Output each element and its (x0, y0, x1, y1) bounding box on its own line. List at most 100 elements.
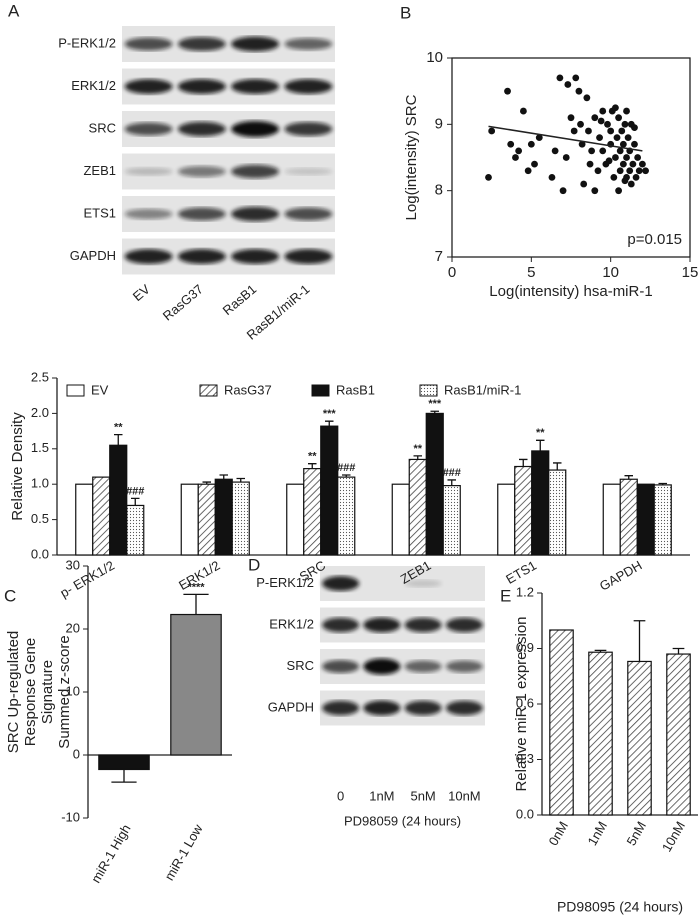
blot-band (322, 660, 360, 673)
point (616, 147, 624, 155)
plot-frame (451, 57, 691, 258)
point (556, 74, 564, 82)
blot-row-label: SRC (287, 658, 314, 673)
error-bar (519, 458, 528, 467)
point (635, 167, 643, 175)
point (570, 127, 578, 135)
point (562, 154, 570, 161)
blot-band (284, 38, 333, 50)
bar (303, 468, 322, 556)
blot-band (284, 207, 333, 221)
lane-label: 0 (337, 788, 344, 803)
blot-band (124, 167, 173, 176)
error-bar (447, 479, 456, 486)
blot-band (231, 79, 280, 94)
error-bar (342, 474, 351, 478)
y-tick-label: 30 (66, 557, 80, 572)
point (619, 160, 627, 168)
legend-label: EV (91, 382, 109, 397)
point (607, 127, 615, 135)
point (597, 117, 605, 125)
error-bar (183, 593, 209, 615)
blot-band (445, 617, 483, 633)
bar (391, 483, 410, 556)
point (591, 187, 599, 195)
blot-band (177, 249, 226, 264)
error-bar (658, 482, 667, 485)
point (618, 127, 626, 135)
point (588, 147, 596, 155)
y-tick-label: 0 (73, 746, 80, 761)
error-bar (672, 647, 685, 655)
y-tick-label: 10 (66, 683, 80, 698)
error-bar (553, 462, 562, 471)
y-axis-label: SRC Up-regulated (5, 631, 22, 754)
blot-row-label: ERK1/2 (269, 616, 314, 631)
error-bar (114, 433, 123, 446)
error-bar (202, 481, 211, 485)
y-tick-label: 1.5 (31, 440, 49, 455)
error-bar (219, 474, 228, 480)
point (619, 140, 627, 148)
point (577, 120, 584, 128)
x-tick-label: 0 (448, 264, 456, 281)
bar (98, 754, 150, 771)
bar (514, 465, 533, 556)
bar (627, 660, 652, 816)
point (591, 114, 599, 122)
bar (531, 450, 550, 556)
point (551, 147, 559, 155)
x-axis-label: Log(intensity) hsa-miR-1 (489, 283, 652, 300)
blot-row-label: SRC (89, 120, 116, 135)
blot-band (363, 658, 401, 675)
bar (425, 412, 444, 556)
blot-band (404, 660, 442, 673)
lane-label: 1nM (369, 788, 394, 803)
point (623, 154, 630, 161)
point (627, 180, 635, 188)
bar (92, 476, 111, 556)
blot-band (177, 121, 226, 137)
y-tick-label: -10 (61, 809, 80, 824)
y-axis-label: Relative miR-1 expression (513, 616, 530, 791)
point (488, 127, 496, 135)
point (527, 140, 535, 148)
x-tick-label: 0nM (545, 819, 571, 848)
significance: *** (323, 408, 337, 420)
y-axis-label: Relative Density (9, 412, 26, 521)
legend-swatch (199, 384, 218, 397)
x-tick-label: GAPDH (597, 558, 645, 594)
y-tick-label: 2.5 (31, 369, 49, 384)
point (559, 187, 567, 195)
blot-band (124, 79, 173, 94)
blot-band (404, 617, 442, 633)
error-bar (131, 497, 140, 506)
y-tick-label: 0.0 (516, 806, 534, 821)
blot-row-label: GAPDH (268, 699, 314, 714)
blot-row-label: P-ERK1/2 (58, 35, 116, 50)
y-tick-label: 20 (66, 620, 80, 635)
point (564, 81, 572, 88)
blot-band (231, 164, 280, 179)
blot-band (231, 36, 280, 52)
blot-band (124, 249, 173, 264)
point (567, 114, 575, 122)
blot-row-label: ZEB1 (83, 163, 116, 178)
bar (320, 425, 339, 556)
y-tick-label: 0.9 (516, 640, 534, 655)
bar (588, 651, 613, 816)
significance: ** (308, 451, 317, 463)
significance: ### (337, 462, 355, 474)
lane-label: 10nM (448, 788, 481, 803)
y-tick-label: 1.0 (31, 476, 49, 491)
bar (180, 483, 199, 556)
significance: ** (413, 443, 422, 455)
blot-row-label: GAPDH (70, 248, 116, 263)
point (629, 160, 637, 168)
point (634, 154, 642, 161)
point (531, 160, 538, 168)
blot-row-label: ETS1 (83, 205, 116, 220)
point (623, 107, 630, 115)
annotation: p=0.015 (627, 231, 682, 248)
bar (619, 478, 638, 556)
